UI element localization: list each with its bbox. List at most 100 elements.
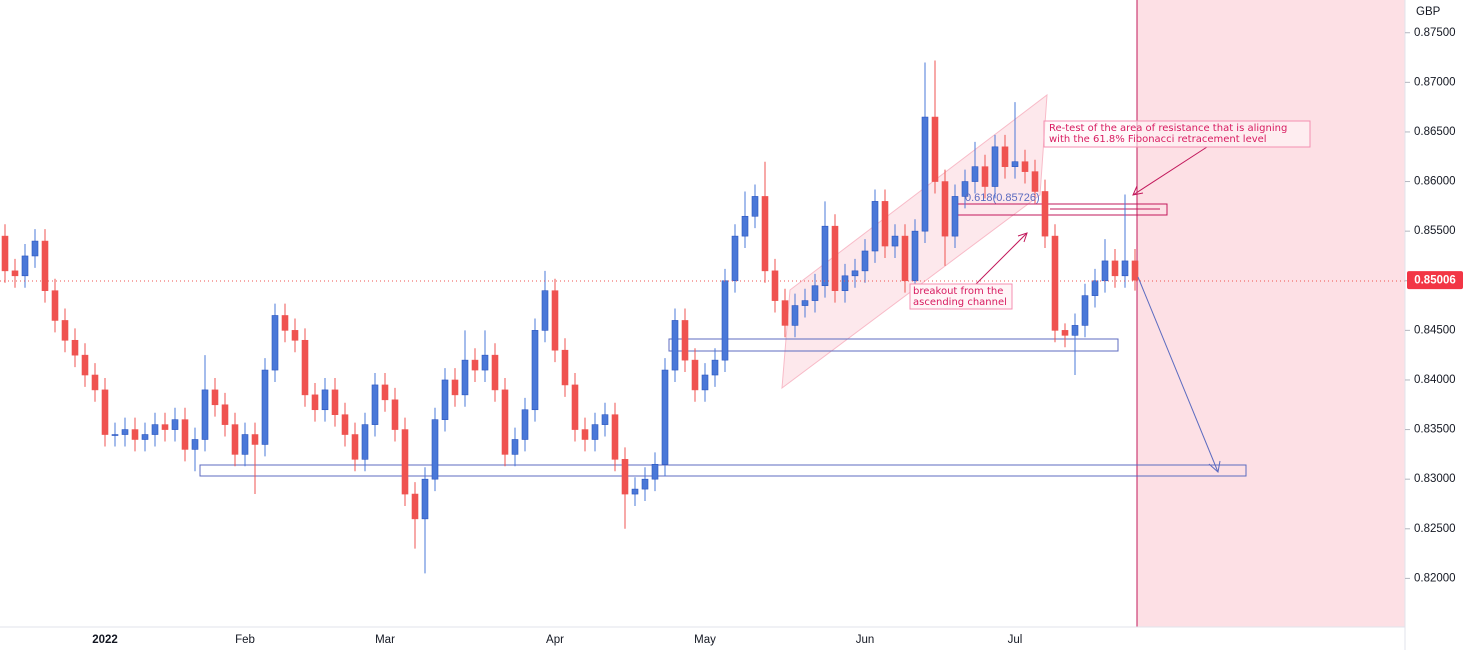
candle-body [1101, 260, 1109, 282]
candle-body [861, 250, 869, 272]
candle-body [461, 359, 469, 396]
support-zone [199, 464, 1247, 477]
candle-body [1031, 171, 1039, 192]
candle-body [1001, 146, 1009, 167]
candle-body [171, 419, 179, 430]
candle-body [311, 394, 319, 411]
candle-body [1061, 330, 1069, 336]
price-axis [1405, 0, 1465, 650]
candle-body [791, 305, 799, 326]
candle-body [911, 230, 919, 282]
annotation-text: breakout from the ascending channel [913, 286, 1007, 308]
candle-body [961, 181, 969, 197]
candle-body [141, 434, 149, 440]
candle-body [591, 424, 599, 440]
candle-body [641, 478, 649, 490]
candle-body [981, 166, 989, 187]
y-tick-label: 0.84000 [1414, 374, 1456, 386]
annotation-arrow [974, 232, 1028, 286]
candle-body [821, 225, 829, 287]
x-tick-label: 2022 [92, 634, 118, 646]
x-tick-label: Feb [235, 634, 255, 646]
candle-body [391, 399, 399, 430]
candle-body [781, 300, 789, 326]
candle-body [421, 478, 429, 520]
candle-body [451, 379, 459, 396]
candles [1, 60, 1139, 574]
y-tick-label: 0.82000 [1414, 572, 1456, 584]
y-tick-label: 0.86500 [1414, 126, 1456, 138]
candle-body [661, 369, 669, 465]
candle-body [371, 384, 379, 425]
candle-body [31, 240, 39, 257]
candle-body [541, 290, 549, 331]
candle-body [751, 196, 759, 217]
candle-body [41, 240, 49, 291]
candle-body [301, 339, 309, 396]
candle-body [621, 459, 629, 495]
annotation-arrow [1132, 146, 1208, 196]
candle-body [1131, 260, 1139, 281]
candle-body [221, 404, 229, 425]
projection-arrow [1137, 276, 1219, 473]
last-price-label: 0.85006 [1414, 275, 1456, 287]
candle-body [1021, 161, 1029, 172]
candle-body [411, 493, 419, 520]
candle-body [631, 488, 639, 495]
candle-body [211, 389, 219, 406]
candle-body [441, 379, 449, 420]
candle-body [531, 330, 539, 411]
arrow-head [1208, 460, 1221, 473]
y-tick-label: 0.83000 [1414, 473, 1456, 485]
candle-body [731, 235, 739, 282]
y-tick-label: 0.85500 [1414, 225, 1456, 237]
candle-body [321, 389, 329, 411]
fib-label: 0.618(0.85726) [965, 192, 1040, 204]
candle-body [891, 235, 899, 247]
candle-body [581, 429, 589, 440]
candle-body [831, 225, 839, 291]
candle-body [361, 424, 369, 460]
candle-body [1111, 260, 1119, 277]
candle-body [871, 201, 879, 252]
candle-body [701, 374, 709, 391]
candle-body [181, 419, 189, 450]
x-tick-label: Jul [1008, 634, 1023, 646]
candle-body [901, 235, 909, 282]
y-tick-label: 0.82500 [1414, 523, 1456, 535]
candle-body [71, 339, 79, 356]
candle-body [471, 359, 479, 371]
candle-body [971, 166, 979, 182]
candle-body [841, 275, 849, 291]
candle-body [11, 270, 19, 277]
candle-body [331, 389, 339, 415]
x-tick-label: Jun [856, 634, 875, 646]
annotation-box [1043, 120, 1311, 148]
candle-body [1011, 161, 1019, 167]
candle-body [721, 280, 729, 361]
candle-body [951, 196, 959, 237]
candle-body [511, 439, 519, 455]
candle-body [611, 414, 619, 460]
candle-body [151, 424, 159, 435]
candle-body [691, 359, 699, 391]
candle-body [81, 354, 89, 376]
candle-body [61, 320, 69, 341]
candle-body [1, 235, 9, 272]
candle-body [601, 414, 609, 425]
candle-body [551, 290, 559, 351]
candle-body [921, 116, 929, 232]
x-tick-label: Mar [375, 634, 395, 646]
candle-body [291, 330, 299, 341]
candle-body [811, 285, 819, 301]
candle-body [501, 389, 509, 455]
annotation-box [909, 283, 1013, 310]
candle-body [561, 349, 569, 386]
candle-body [941, 181, 949, 237]
y-tick-label: 0.83500 [1414, 424, 1456, 436]
candle-body [771, 270, 779, 301]
candle-body [401, 429, 409, 495]
candle-body [741, 215, 749, 237]
